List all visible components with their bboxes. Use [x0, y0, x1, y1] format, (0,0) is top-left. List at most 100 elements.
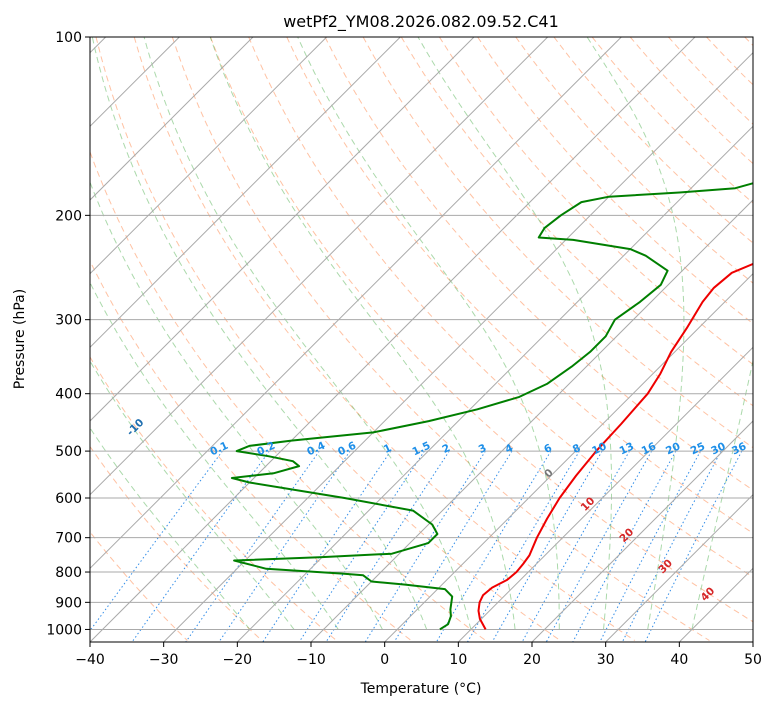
isotherm-gridline — [90, 37, 328, 275]
mixing-ratio-label: 0.1 — [208, 440, 230, 459]
x-tick-label: 10 — [449, 652, 467, 668]
isotherm-gridline — [90, 37, 254, 201]
moist-adiabat — [90, 360, 295, 630]
isotherm-gridline — [90, 37, 696, 642]
mixing-ratio-line — [572, 450, 677, 642]
x-axis-label: Temperature (°C) — [360, 681, 482, 697]
x-tick-label: −40 — [75, 652, 105, 668]
isotherm-gridline — [678, 567, 753, 642]
dry-adiabat — [744, 37, 753, 47]
mixing-ratio-label: 2 — [440, 442, 452, 456]
y-axis-label: Pressure (hPa) — [12, 289, 28, 389]
dry-adiabat — [553, 37, 753, 244]
dry-adiabat — [90, 445, 263, 641]
dry-adiabat — [90, 356, 337, 641]
moist-adiabat — [297, 37, 560, 630]
x-tick-label: 30 — [597, 652, 615, 668]
isotherm-gridline — [605, 493, 753, 642]
dry-adiabat — [362, 37, 753, 449]
mixing-ratio-line — [325, 450, 450, 642]
moist-adiabat-label: 0 — [542, 467, 556, 481]
mixing-ratio-line — [262, 450, 392, 642]
mixing-ratio-line — [521, 450, 630, 642]
y-tick-label: 500 — [55, 444, 82, 460]
isotherm-gridline — [384, 272, 753, 642]
mixing-ratio-label: 10 — [590, 440, 608, 457]
isotherm-gridline — [457, 346, 753, 642]
mixing-ratio-label: 16 — [640, 440, 658, 457]
y-tick-label: 800 — [55, 565, 82, 581]
moist-adiabat — [143, 37, 472, 630]
isotherm-gridline — [90, 37, 475, 422]
y-tick-label: 300 — [55, 313, 82, 329]
mixing-ratio-line — [545, 450, 653, 642]
x-tick-label: 20 — [523, 652, 541, 668]
dry-adiabat — [90, 150, 486, 641]
mixing-ratio-line — [90, 450, 223, 632]
x-tick-label: 0 — [380, 652, 389, 668]
mixing-ratio-label: 13 — [618, 440, 636, 457]
isotherm-gridline — [236, 125, 753, 642]
mixing-ratio-line — [599, 450, 701, 642]
mixing-ratio-label: 1.5 — [411, 440, 433, 459]
dry-adiabat — [248, 37, 753, 578]
isotherm-gridline — [90, 37, 401, 349]
x-tick-label: 50 — [744, 652, 762, 668]
x-tick-label: −10 — [296, 652, 326, 668]
isotherm-gridline — [531, 420, 753, 642]
dry-adiabat — [133, 37, 636, 641]
mixing-ratio-label: 3 — [477, 442, 489, 456]
dry-adiabat — [324, 37, 753, 491]
mixing-ratio-label: 25 — [689, 440, 707, 457]
dry-adiabat — [286, 37, 753, 534]
mixing-ratio-label: 1 — [382, 442, 394, 456]
mixing-ratio-label: 20 — [664, 440, 682, 457]
mixing-ratio-label: 6 — [542, 442, 554, 456]
mixing-ratio-label: 4 — [503, 442, 515, 456]
dry-adiabat — [706, 37, 753, 86]
mixing-ratio-line — [467, 450, 580, 642]
temperature-line — [477, 262, 753, 630]
dry-adiabat-label: -10 — [125, 417, 147, 439]
isotherm-gridline — [752, 641, 753, 642]
dry-adiabat — [210, 37, 753, 623]
moist-adiabat — [91, 37, 428, 630]
dewpoint-line — [230, 182, 753, 631]
mixing-ratio-label: 0.6 — [336, 440, 358, 459]
dry-adiabat — [515, 37, 753, 284]
dry-adiabat — [438, 37, 753, 366]
isotherm-gridline — [90, 37, 622, 570]
y-tick-label: 600 — [55, 491, 82, 507]
dry-adiabat — [668, 37, 753, 125]
mixing-ratio-line — [491, 450, 603, 642]
mixing-ratio-label: 30 — [709, 440, 727, 457]
y-tick-label: 1000 — [46, 622, 82, 638]
mixing-ratio-line — [621, 450, 722, 642]
moist-adiabat — [90, 281, 339, 630]
dry-adiabat — [477, 37, 753, 325]
chart-title: wetPf2_YM08.2026.082.09.52.C41 — [283, 12, 559, 32]
mixing-ratio-line — [185, 450, 320, 642]
y-tick-label: 100 — [55, 30, 82, 46]
moist-adiabat — [417, 37, 612, 630]
dry-adiabat — [90, 259, 412, 641]
x-tick-label: −20 — [223, 652, 253, 668]
dry-adiabat — [95, 37, 561, 641]
moist-adiabat — [209, 37, 516, 630]
x-tick-label: 40 — [670, 652, 688, 668]
plot-frame — [89, 36, 754, 643]
isotherm-gridline — [310, 199, 753, 642]
dry-adiabat — [90, 531, 188, 641]
mixing-ratio-line — [298, 450, 425, 642]
moist-adiabat — [90, 427, 251, 630]
mixing-ratio-label: 36 — [730, 440, 748, 457]
x-tick-label: −30 — [149, 652, 179, 668]
moist-adiabat — [586, 37, 685, 630]
moist-adiabat — [90, 180, 383, 630]
mixing-ratio-line — [364, 450, 486, 642]
y-tick-label: 700 — [55, 531, 82, 547]
y-tick-label: 400 — [55, 387, 82, 403]
mixing-ratio-line — [644, 450, 743, 642]
isotherm-gridline — [163, 51, 753, 642]
